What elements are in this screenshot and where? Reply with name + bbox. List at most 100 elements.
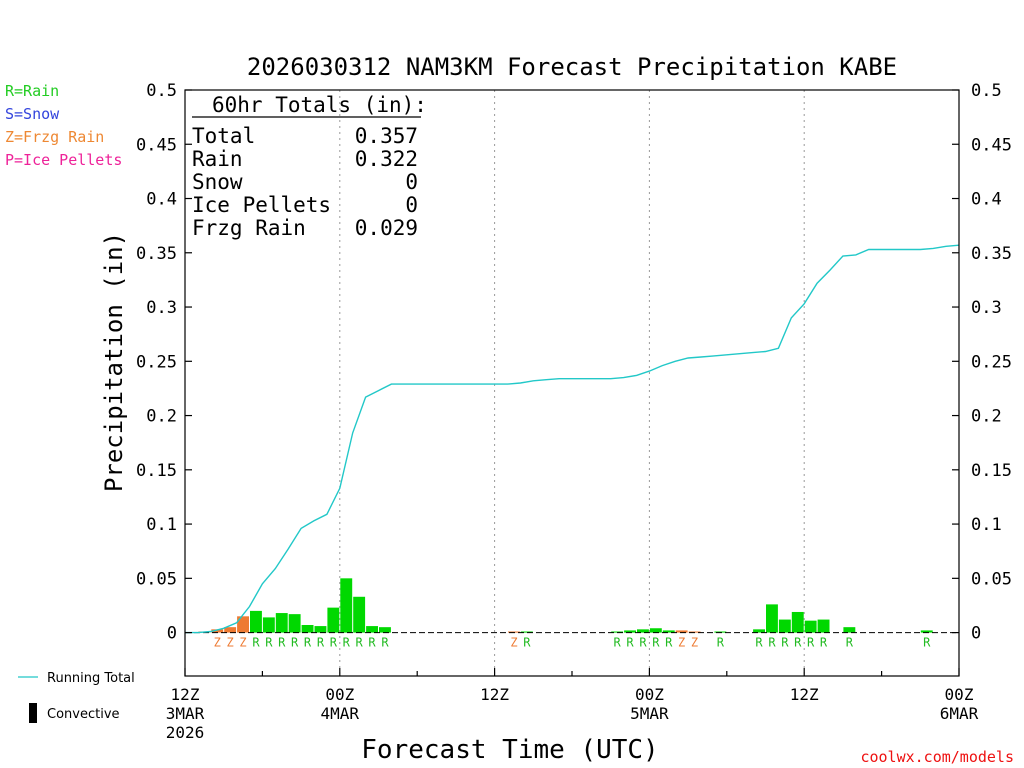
precip-bar (314, 626, 327, 633)
precip-bar (508, 631, 520, 633)
y-tick-label-left: 0.05 (136, 569, 177, 589)
y-tick-label-right: 0.25 (971, 352, 1012, 372)
precip-type-letter: R (755, 636, 763, 650)
precip-bar (843, 627, 856, 633)
x-tick-label: 5MAR (630, 704, 669, 723)
precip-type-letter: Z (678, 636, 685, 650)
precip-bar (237, 616, 249, 633)
precip-type-letter: R (768, 636, 776, 650)
precip-bar (366, 626, 378, 633)
precip-bar (804, 620, 817, 633)
precip-type-letter: R (278, 636, 286, 650)
x-axis-label: Forecast Time (UTC) (361, 735, 658, 765)
y-tick-label-left: 0.45 (136, 135, 177, 155)
precip-type-letter: R (265, 636, 273, 650)
precip-bar (327, 607, 340, 633)
precip-bar (791, 611, 804, 633)
precip-type-letter: R (291, 636, 299, 650)
precip-bar (714, 631, 727, 633)
y-tick-label-right: 0.3 (971, 298, 1002, 318)
x-tick-label: 6MAR (940, 704, 979, 723)
precip-type-letter: R (807, 636, 815, 650)
totals-box: 60hr Totals (in): Total 0.357 Rain 0.322 Sno… (192, 93, 427, 240)
precip-bar (637, 629, 649, 633)
totals-row-label: Ice Pellets (192, 193, 331, 217)
precip-type-letter: R (381, 636, 389, 650)
precip-type-letter: R (317, 636, 325, 650)
y-axis-label: Precipitation (in) (100, 232, 128, 492)
precip-bar (766, 604, 778, 633)
totals-row-value: 0 (405, 193, 418, 217)
precip-bar (224, 627, 237, 633)
precip-type-letter: R (304, 636, 312, 650)
y-tick-label-right: 0.2 (971, 407, 1002, 427)
totals-row-label: Frzg Rain (192, 216, 306, 240)
precip-type-letter: R (923, 636, 931, 650)
precip-type-letter: Z (691, 636, 698, 650)
precip-bar (353, 596, 366, 633)
precip-type-letter: R (652, 636, 660, 650)
running-total-line (185, 244, 960, 634)
precip-bar (379, 627, 391, 633)
y-tick-label-right: 0.5 (971, 81, 1002, 101)
precip-bar (662, 630, 675, 633)
precip-bar (520, 631, 533, 633)
precip-type-letter: R (665, 636, 673, 650)
precip-bar (920, 630, 933, 633)
precip-type-letter: R (794, 636, 802, 650)
precip-type-letter: R (781, 636, 789, 650)
y-tick-label-left: 0.35 (136, 244, 177, 264)
totals-row-label: Rain (192, 147, 243, 171)
precip-type-letter: Z (227, 636, 234, 650)
precip-type-letter: R (523, 636, 531, 650)
precip-bar (817, 619, 830, 633)
totals-row-value: 0.029 (355, 216, 418, 240)
precip-bar (611, 631, 624, 633)
precip-type-letter: R (252, 636, 260, 650)
totals-row-value: 0.357 (355, 124, 418, 148)
y-tick-label-left: 0.1 (146, 515, 177, 535)
footer-credit: coolwx.com/models (860, 748, 1014, 766)
precip-bar (250, 610, 262, 633)
precip-bar (288, 614, 301, 633)
precip-type-letter: R (820, 636, 828, 650)
precip-type-legend-item: S=Snow (5, 105, 60, 123)
x-tick-label: 00Z (635, 685, 664, 704)
precip-type-letter: Z (214, 636, 221, 650)
precip-type-letter: R (330, 636, 338, 650)
precip-type-letter: Z (239, 636, 246, 650)
x-tick-label: 3MAR (166, 704, 205, 723)
precip-bar (649, 628, 662, 633)
precip-type-letter: R (846, 636, 854, 650)
totals-row-value: 0.322 (355, 147, 418, 171)
precip-type-letter: R (639, 636, 647, 650)
y-tick-label-left: 0.25 (136, 352, 177, 372)
y-ticks-left: 0 0.05 0.1 0.15 0.2 0.25 0.3 0.35 0.4 0.45 0.5 (136, 81, 192, 644)
y-tick-label-left: 0.3 (146, 298, 177, 318)
precip-bar (301, 624, 314, 633)
x-tick-label: 12Z (480, 685, 509, 704)
x-tick-label: 12Z (790, 685, 819, 704)
totals-row-label: Total (192, 124, 255, 148)
precip-bar (688, 631, 701, 633)
y-tick-label-left: 0.4 (146, 190, 177, 210)
y-tick-label-left: 0 (167, 624, 177, 644)
x-tick-label: 2026 (166, 723, 205, 742)
precip-bars (198, 578, 933, 633)
precip-type-letter: R (717, 636, 725, 650)
x-tick-label: 4MAR (321, 704, 360, 723)
y-tick-label-right: 0.45 (971, 135, 1012, 155)
precip-type-legend-item: P=Ice Pellets (5, 151, 122, 169)
y-tick-label-left: 0.5 (146, 81, 177, 101)
precip-bar (778, 619, 791, 633)
precip-bar (340, 578, 353, 633)
y-tick-label-right: 0 (971, 624, 981, 644)
convective-legend-swatch (29, 703, 37, 723)
y-tick-label-right: 0.35 (971, 244, 1012, 264)
precip-type-letter: R (368, 636, 376, 650)
precip-bar (275, 613, 288, 633)
totals-row-label: Snow (192, 170, 243, 194)
precip-type-letter: R (343, 636, 351, 650)
